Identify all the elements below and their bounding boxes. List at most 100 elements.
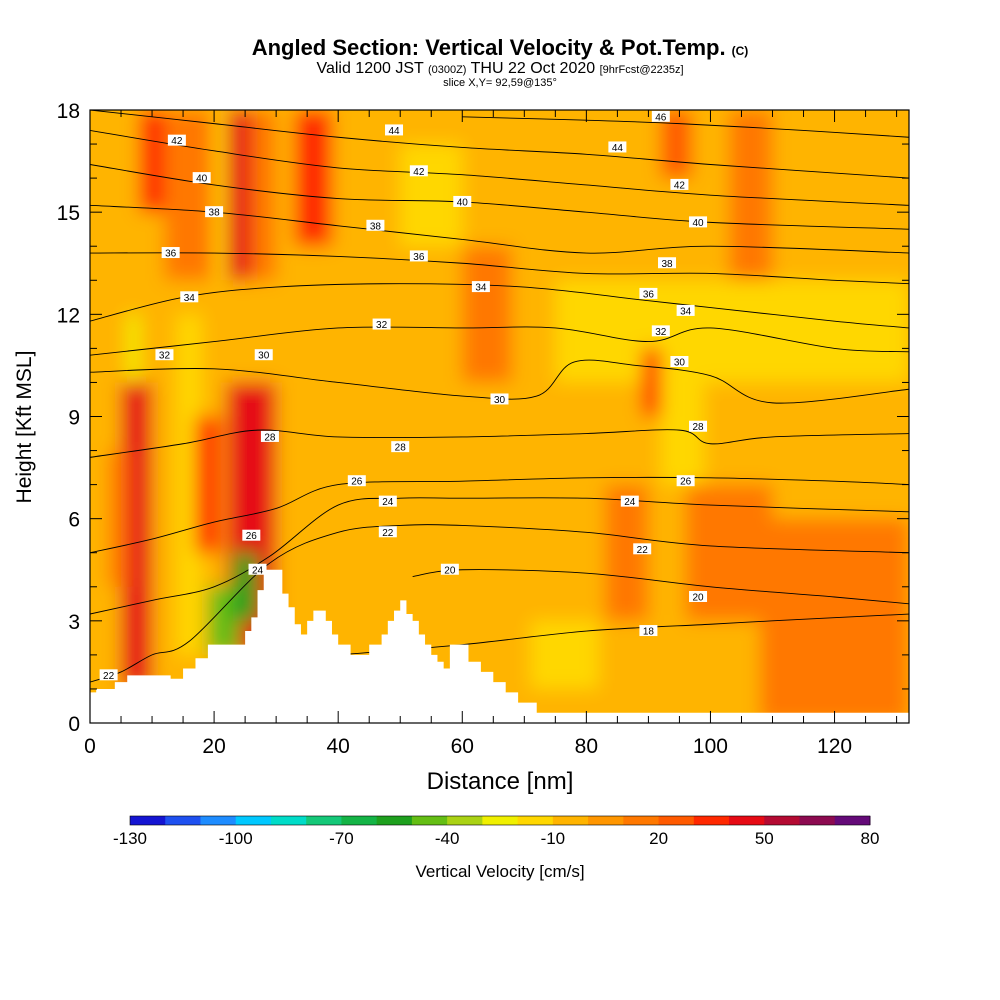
contour-label: 30 xyxy=(674,358,686,369)
x-tick-label: 120 xyxy=(817,735,852,758)
contour-label-bg xyxy=(689,216,708,228)
contour-label-bg xyxy=(639,287,658,299)
colorbar-swatch xyxy=(588,816,624,825)
velocity-cell xyxy=(760,518,909,723)
contour-label: 42 xyxy=(171,136,183,147)
colorbar-swatch xyxy=(235,816,272,825)
y-tick-label: 0 xyxy=(68,713,80,736)
x-tick-label: 40 xyxy=(327,735,350,758)
contour-label: 24 xyxy=(624,497,636,508)
contour-label-bg xyxy=(378,495,397,507)
colorbar-tick-label: 20 xyxy=(649,829,668,848)
contour-label: 22 xyxy=(382,528,394,539)
y-tick-label: 12 xyxy=(57,304,80,327)
contour-label: 20 xyxy=(692,592,704,603)
contour-label-bg xyxy=(471,281,490,293)
contour-label-bg xyxy=(651,110,670,122)
copyright-mark: (C) xyxy=(731,44,749,58)
contour-label: 42 xyxy=(413,167,425,178)
contour-label: 40 xyxy=(196,174,208,185)
contour-label: 22 xyxy=(103,671,115,682)
velocity-cell xyxy=(214,110,227,281)
contour-label-bg xyxy=(366,219,385,231)
isentrope-18 xyxy=(338,613,909,656)
isentrope-30 xyxy=(90,359,909,404)
contour-label: 46 xyxy=(655,112,667,123)
contour-label: 36 xyxy=(413,252,425,263)
contour-label-bg xyxy=(453,195,472,207)
x-tick-label: 80 xyxy=(575,735,598,758)
contour-label-bg xyxy=(409,165,428,177)
contour-label: 22 xyxy=(637,545,649,556)
contour-label: 24 xyxy=(382,497,394,508)
contour-label: 30 xyxy=(494,395,506,406)
valid-utc: (0300Z) xyxy=(427,64,467,76)
velocity-cell xyxy=(660,348,705,485)
contour-label-bg xyxy=(99,669,118,681)
velocity-cell xyxy=(232,552,258,621)
contour-label-bg xyxy=(385,124,404,136)
contour-label-bg xyxy=(676,475,695,487)
colorbar-swatch xyxy=(447,816,483,825)
contour-label-bg xyxy=(180,291,199,303)
contour-label-bg xyxy=(192,172,211,184)
contour-label-bg xyxy=(155,349,174,361)
contour-label-bg xyxy=(260,430,279,442)
contour-label-bg xyxy=(633,543,652,555)
colorbar-swatch xyxy=(799,816,836,825)
contour-label: 36 xyxy=(643,289,655,300)
contour-label: 34 xyxy=(475,283,487,294)
contour-label-bg xyxy=(372,318,391,330)
isentrope-26 xyxy=(90,476,909,554)
contour-label-bg xyxy=(670,356,689,368)
contour-label-bg xyxy=(248,563,267,575)
isentrope-36 xyxy=(90,252,909,285)
colorbar-swatch xyxy=(834,816,871,825)
colorbar-swatch xyxy=(130,816,166,825)
contour-label: 38 xyxy=(370,221,382,232)
isentrope-46 xyxy=(462,116,909,138)
contour-label: 38 xyxy=(209,208,221,219)
contour-label: 38 xyxy=(661,259,673,270)
contour-label: 34 xyxy=(184,293,196,304)
terrain xyxy=(90,569,909,723)
contour-label-bg xyxy=(676,304,695,316)
velocity-cell xyxy=(127,314,140,383)
colorbar-swatch xyxy=(552,816,589,825)
contour-label: 44 xyxy=(388,126,400,137)
contour-label: 34 xyxy=(680,306,692,317)
contour-label: 42 xyxy=(674,180,686,191)
colorbar-swatch xyxy=(729,816,765,825)
contour-label: 26 xyxy=(351,477,363,488)
colorbar-tick-label: -100 xyxy=(219,829,253,848)
contour-label: 40 xyxy=(457,197,469,208)
contour-label-bg xyxy=(440,563,459,575)
contour-label: 28 xyxy=(395,443,407,454)
colorbar-swatch xyxy=(270,816,307,825)
y-tick-label: 6 xyxy=(68,509,80,532)
y-tick-label: 18 xyxy=(57,100,80,123)
colorbar-swatch xyxy=(306,816,342,825)
colorbar-swatch xyxy=(658,816,695,825)
velocity-cell xyxy=(400,144,463,247)
y-tick-label: 9 xyxy=(68,407,80,430)
isentrope-34 xyxy=(90,283,909,329)
contour-labels: 22 42 40 38 36 34 32 30 28 26 24 26 24 22 28 20 30 32 34 36… xyxy=(99,110,708,682)
colorbar-swatch xyxy=(623,816,660,825)
y-tick-label: 15 xyxy=(57,202,80,225)
y-axis-title: Height [Kft MSL] xyxy=(13,350,36,504)
colorbar-swatch xyxy=(341,816,378,825)
colorbar-tick-label: 80 xyxy=(861,829,880,848)
colorbar-frame xyxy=(129,815,871,826)
isentrope-20 xyxy=(412,569,909,605)
colorbar-swatch xyxy=(200,816,237,825)
title-block: Angled Section: Vertical Velocity & Pot.… xyxy=(0,0,1000,100)
colorbar-tick-label: -70 xyxy=(329,829,354,848)
x-tick-label: 60 xyxy=(451,735,474,758)
valid-date: THU 22 Oct 2020 xyxy=(470,60,596,77)
x-tick-label: 20 xyxy=(202,735,225,758)
contour-label: 36 xyxy=(165,249,177,260)
contour-label: 28 xyxy=(692,422,704,433)
